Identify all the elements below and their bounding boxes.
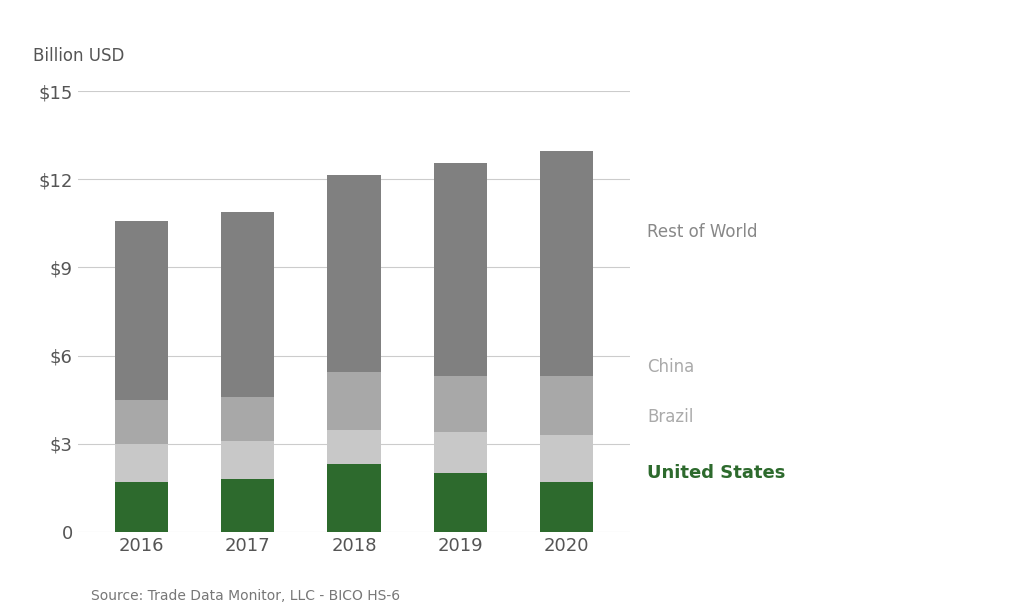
- Text: Rest of World: Rest of World: [647, 223, 758, 241]
- Bar: [221, 441, 274, 479]
- Bar: [434, 432, 487, 473]
- Bar: [327, 464, 380, 532]
- Bar: [540, 482, 593, 532]
- Bar: [115, 221, 167, 399]
- Text: United States: United States: [647, 464, 785, 482]
- Bar: [540, 152, 593, 376]
- Text: China: China: [647, 358, 694, 376]
- Bar: [540, 376, 593, 435]
- Bar: [434, 473, 487, 532]
- Bar: [327, 175, 380, 371]
- Bar: [327, 371, 380, 430]
- Bar: [221, 479, 274, 532]
- Text: Brazil: Brazil: [647, 408, 693, 426]
- Bar: [434, 376, 487, 432]
- Bar: [115, 444, 167, 482]
- Bar: [115, 399, 167, 444]
- Bar: [221, 211, 274, 397]
- Bar: [115, 482, 167, 532]
- Text: Source: Trade Data Monitor, LLC - BICO HS-6: Source: Trade Data Monitor, LLC - BICO H…: [91, 589, 400, 603]
- Bar: [327, 430, 380, 464]
- Bar: [434, 163, 487, 376]
- Bar: [221, 397, 274, 441]
- Bar: [540, 435, 593, 482]
- Text: Billion USD: Billion USD: [33, 47, 125, 65]
